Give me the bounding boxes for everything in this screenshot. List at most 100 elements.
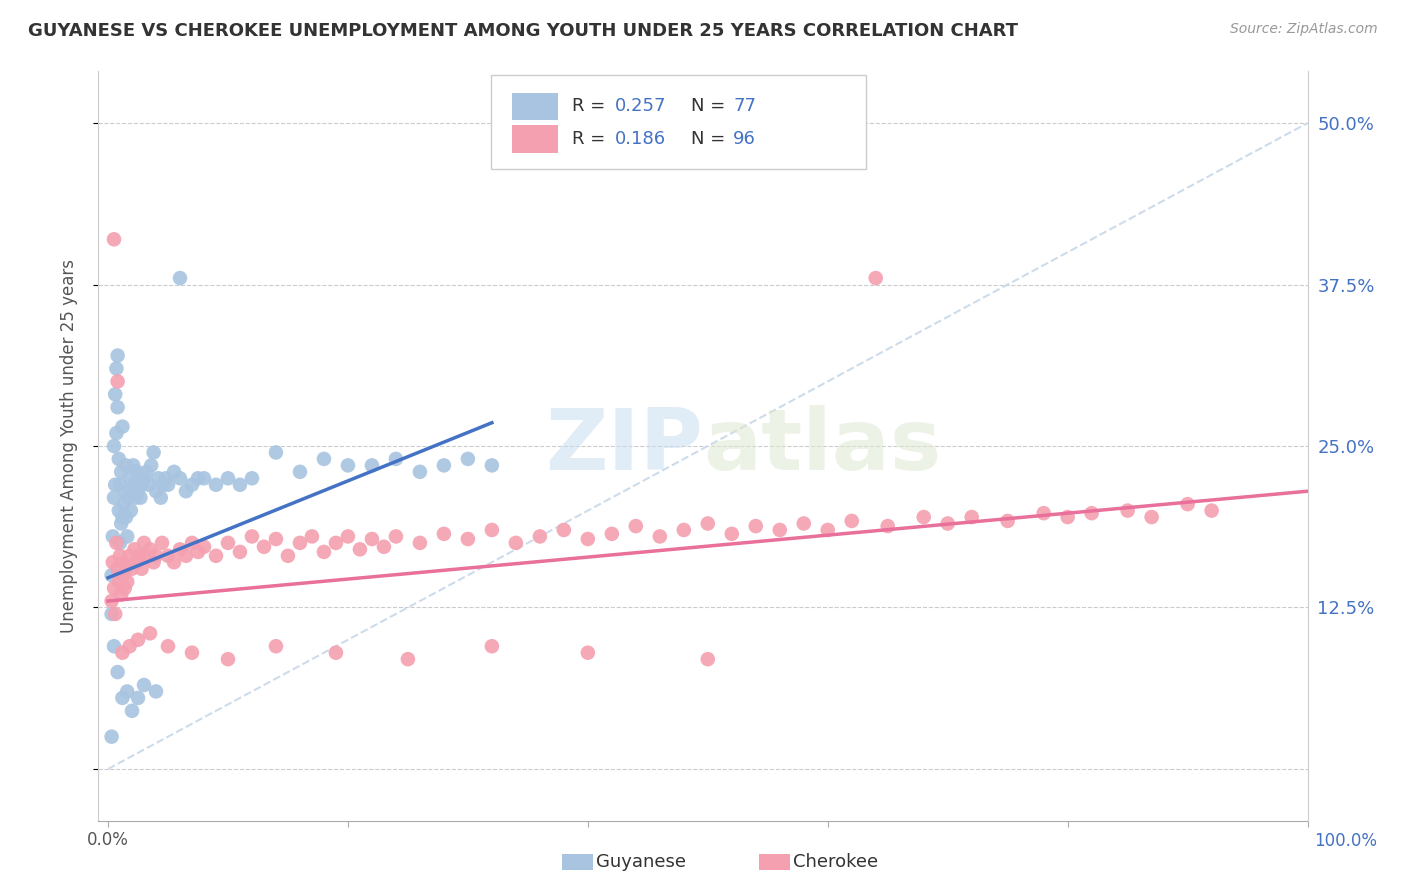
Point [139,542,162,557]
Point [1140,510,1163,524]
Y-axis label: Unemployment Among Youth under 25 years: Unemployment Among Youth under 25 years [59,259,77,633]
Point [817,523,839,537]
Point [865,271,887,285]
Point [100,568,122,582]
Point [156,639,179,653]
Point [433,526,456,541]
Point [505,536,527,550]
Text: atlas: atlas [703,404,941,488]
Point [169,542,191,557]
Point [163,465,186,479]
Point [115,458,138,473]
Point [361,458,384,473]
Point [104,387,127,401]
Point [481,639,503,653]
Point [169,471,191,485]
Point [107,375,129,389]
Point [163,555,186,569]
Point [121,484,143,499]
Point [152,477,174,491]
Point [108,477,131,491]
Point [115,562,138,576]
Point [121,562,143,576]
Point [132,471,155,485]
Point [128,549,150,563]
Point [696,516,718,531]
Point [135,465,157,479]
Point [841,514,863,528]
Point [1177,497,1199,511]
Point [148,471,170,485]
Point [105,536,128,550]
Text: N =: N = [690,97,731,115]
Point [288,465,311,479]
Text: R =: R = [572,130,612,148]
Point [336,529,359,543]
Point [100,594,122,608]
Point [217,652,239,666]
Point [187,471,209,485]
Point [997,514,1019,528]
Point [155,471,177,485]
Point [457,532,479,546]
Point [138,477,160,491]
Point [105,426,128,441]
Point [104,607,127,621]
Text: Cherokee: Cherokee [793,853,879,871]
Point [336,458,359,473]
Point [409,536,432,550]
Point [553,523,575,537]
Point [529,529,551,543]
Point [481,458,503,473]
Point [124,477,146,491]
Point [111,690,134,705]
Point [301,529,323,543]
Point [576,532,599,546]
Point [648,529,671,543]
Text: Guyanese: Guyanese [596,853,686,871]
Point [132,536,155,550]
Point [121,704,143,718]
Bar [512,126,558,153]
Text: N =: N = [690,130,731,148]
Point [325,646,347,660]
Point [142,445,165,459]
Point [103,232,125,246]
Point [150,536,173,550]
Point [127,632,149,647]
Point [103,491,125,505]
Point [142,555,165,569]
Point [349,542,371,557]
Point [104,477,127,491]
Point [205,477,228,491]
Point [720,526,742,541]
Point [193,540,215,554]
Point [240,471,263,485]
Point [217,471,239,485]
Point [114,581,136,595]
Point [385,451,408,466]
Point [277,549,299,563]
Point [108,536,131,550]
Point [576,646,599,660]
Point [181,477,204,491]
Point [325,536,347,550]
Point [264,532,287,546]
Point [1080,506,1102,520]
Point [229,477,252,491]
Point [1056,510,1078,524]
Point [129,491,152,505]
Text: Source: ZipAtlas.com: Source: ZipAtlas.com [1230,22,1378,37]
Point [205,549,228,563]
Point [120,503,142,517]
Text: 0.186: 0.186 [614,130,666,148]
Point [115,684,138,698]
Point [127,484,149,499]
Point [174,549,197,563]
Point [117,491,139,505]
Point [118,639,141,653]
Point [264,445,287,459]
Point [361,532,384,546]
Point [103,439,125,453]
Point [373,540,395,554]
